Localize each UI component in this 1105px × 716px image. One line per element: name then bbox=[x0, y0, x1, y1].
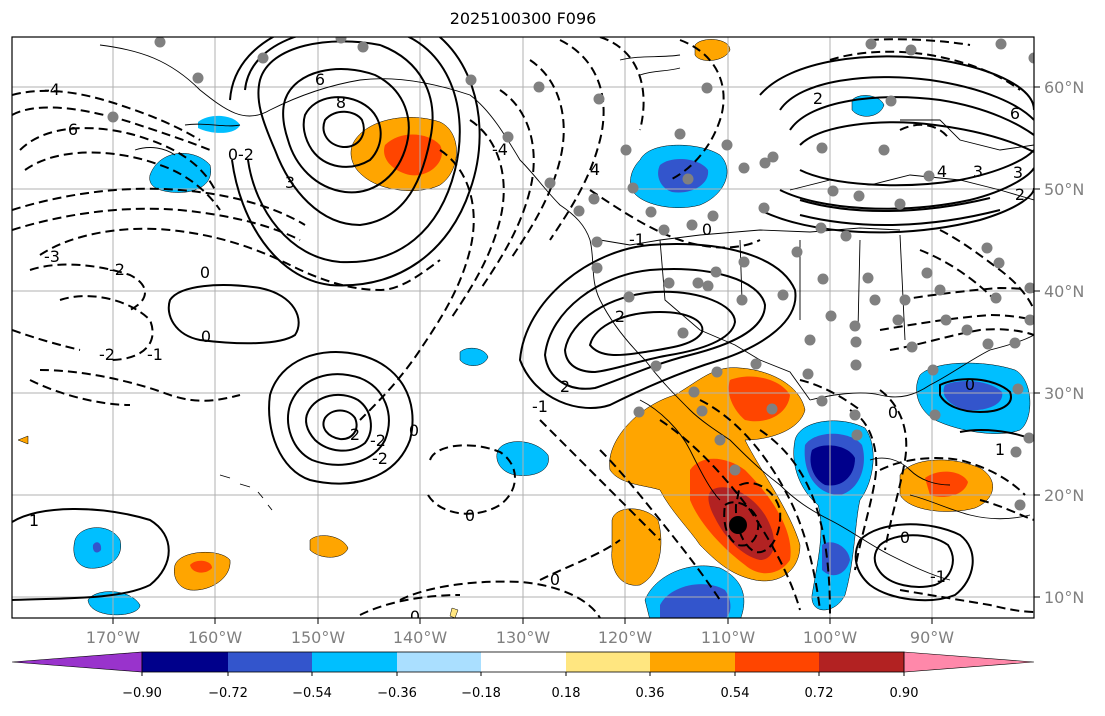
map-gridlines bbox=[12, 37, 1034, 618]
colorbar-segment bbox=[735, 652, 819, 672]
contour-label: 0 bbox=[410, 607, 420, 626]
lat-label: 30°N bbox=[1044, 384, 1084, 403]
storm-center-marker bbox=[729, 516, 747, 534]
contour-label-group: -4 6 -3 -2 0 0 8 6 3 -2 0 4 3 2 6 4 3 2 … bbox=[29, 70, 1025, 626]
contour-label: -4 bbox=[492, 140, 508, 159]
colorbar-segment bbox=[819, 652, 904, 672]
contour-label: 2 bbox=[1015, 185, 1025, 204]
colorbar-tick-label: −0.90 bbox=[122, 686, 162, 701]
lon-label: 100°W bbox=[803, 628, 858, 647]
latitude-labels: 60°N 50°N 40°N 30°N 20°N 10°N bbox=[1044, 78, 1084, 607]
contour-label: 0 bbox=[200, 263, 210, 282]
colorbar: −0.90 −0.72 −0.54 −0.36 −0.18 0.18 0.36 0.54 0.7… bbox=[11, 651, 1035, 701]
colorbar-segment bbox=[397, 652, 481, 672]
contour-label: -2 bbox=[370, 431, 386, 450]
contour-label: 8 bbox=[336, 93, 346, 112]
contour-label: 0 bbox=[888, 403, 898, 422]
contour-label: 2 bbox=[813, 89, 823, 108]
contour-lines bbox=[12, 37, 1034, 618]
contour-label: 0 bbox=[965, 375, 975, 394]
anomaly-fills bbox=[17, 39, 1031, 618]
colorbar-tick-label: −0.36 bbox=[377, 686, 417, 701]
colorbar-tick-label: −0.54 bbox=[292, 686, 332, 701]
lon-label: 150°W bbox=[291, 628, 346, 647]
contour-label: -1 bbox=[147, 345, 163, 364]
contour-label: 0 bbox=[900, 528, 910, 547]
contour-label: 2 bbox=[350, 425, 360, 444]
contour-label: 0 bbox=[409, 421, 419, 440]
dashed-contours bbox=[12, 37, 1034, 618]
axis-ticks bbox=[112, 86, 1040, 624]
lon-label: 110°W bbox=[701, 628, 756, 647]
colorbar-tick-label: −0.72 bbox=[208, 686, 248, 701]
colorbar-tick-label: 0.54 bbox=[721, 686, 750, 701]
contour-label: -1 bbox=[930, 567, 946, 586]
contour-label: 0 bbox=[228, 145, 238, 164]
lat-label: 20°N bbox=[1044, 486, 1084, 505]
colorbar-tick-label: −0.18 bbox=[461, 686, 501, 701]
contour-label: -1 bbox=[629, 230, 645, 249]
colorbar-segment bbox=[566, 652, 650, 672]
colorbar-segment bbox=[228, 652, 312, 672]
colorbar-tick-label: 0.36 bbox=[636, 686, 665, 701]
lon-label: 130°W bbox=[496, 628, 551, 647]
contour-label: 4 bbox=[937, 162, 947, 181]
contour-label: -2 bbox=[99, 345, 115, 364]
lon-label: 140°W bbox=[393, 628, 448, 647]
colorbar-segment bbox=[903, 651, 1035, 673]
lon-label: 160°W bbox=[188, 628, 243, 647]
contour-label: 0 bbox=[702, 220, 712, 239]
colorbar-segment bbox=[312, 652, 397, 672]
contour-label: 6 bbox=[68, 120, 78, 139]
lon-label: 170°W bbox=[86, 628, 141, 647]
contour-label: 2 bbox=[615, 307, 625, 326]
lat-label: 10°N bbox=[1044, 588, 1084, 607]
station-markers bbox=[107, 37, 1034, 511]
lon-label: 90°W bbox=[910, 628, 954, 647]
colorbar-segment bbox=[481, 652, 566, 672]
lat-label: 50°N bbox=[1044, 180, 1084, 199]
contour-label: -4 bbox=[44, 80, 60, 99]
contour-label: 0 bbox=[550, 570, 560, 589]
contour-label: -2 bbox=[238, 145, 254, 164]
contour-label: 1 bbox=[29, 511, 39, 530]
contour-label: -1 bbox=[532, 397, 548, 416]
map-title: 2025100300 F096 bbox=[449, 9, 597, 28]
contour-label: 0 bbox=[465, 506, 475, 525]
lon-label: 120°W bbox=[598, 628, 653, 647]
contour-label: 4 bbox=[590, 160, 600, 179]
colorbar-tick-label: 0.90 bbox=[890, 686, 919, 701]
coastlines bbox=[99, 44, 1034, 581]
contour-label: -2 bbox=[372, 449, 388, 468]
contour-label: 3 bbox=[973, 162, 983, 181]
contour-label: 1 bbox=[995, 440, 1005, 459]
contour-label: 3 bbox=[285, 173, 295, 192]
colorbar-segment bbox=[650, 652, 735, 672]
contour-label: -2 bbox=[109, 260, 125, 279]
longitude-labels: 170°W 160°W 150°W 140°W 130°W 120°W 110°… bbox=[86, 628, 954, 647]
lat-label: 60°N bbox=[1044, 78, 1084, 97]
contour-label: -3 bbox=[44, 247, 60, 266]
solid-contours bbox=[12, 37, 1034, 602]
contour-label: 2 bbox=[560, 377, 570, 396]
colorbar-tick-label: 0.72 bbox=[805, 686, 834, 701]
contour-label: 3 bbox=[1013, 163, 1023, 182]
colorbar-segment bbox=[11, 651, 143, 673]
lat-label: 40°N bbox=[1044, 282, 1084, 301]
colorbar-tick-label: 0.18 bbox=[552, 686, 581, 701]
contour-label: 0 bbox=[201, 327, 211, 346]
colorbar-segment bbox=[142, 652, 228, 672]
contour-label: 6 bbox=[315, 70, 325, 89]
contour-label: 6 bbox=[1010, 104, 1020, 123]
